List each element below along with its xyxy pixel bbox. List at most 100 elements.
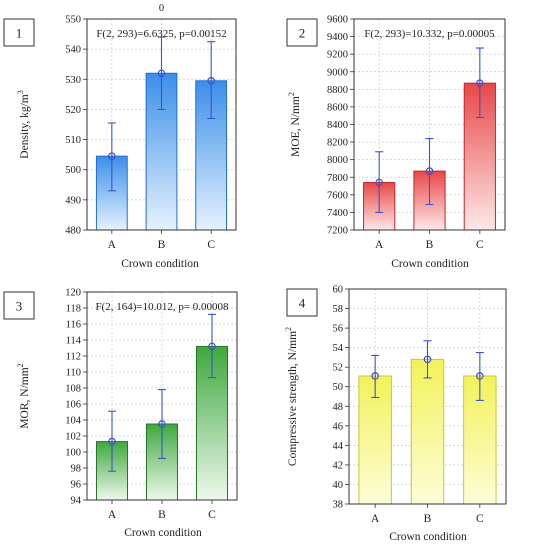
bar-B [410, 358, 445, 505]
y-tick-label: 104 [65, 416, 82, 427]
y-tick-label: 58 [333, 304, 344, 315]
x-tick-label: A [375, 239, 384, 251]
y-tick-label: 500 [65, 165, 81, 176]
y-axis-label-text: MOR, N/mm [19, 367, 31, 428]
panel-number: 4 [299, 296, 306, 311]
y-tick-label: 54 [333, 343, 344, 354]
y-tick-label: 114 [66, 336, 82, 347]
x-tick-label: C [208, 509, 216, 521]
mean-marker-C [208, 342, 216, 351]
y-tick-label: 490 [65, 195, 81, 206]
y-axis-label-text: MOE, N/mm [290, 96, 302, 157]
y-tick-label: 7600 [327, 190, 348, 201]
x-axis-label: Crown condition [124, 527, 202, 539]
y-tick-label: 8400 [327, 120, 348, 131]
panel-number: 2 [299, 26, 306, 41]
mean-marker-C [476, 79, 484, 87]
x-axis-label: Crown condition [121, 258, 199, 270]
x-tick-label: A [108, 239, 117, 251]
mean-marker-B [423, 355, 432, 364]
y-tick-label: 108 [65, 384, 81, 395]
y-tick-label: 94 [71, 496, 82, 507]
y-axis-label: MOE, N/mm2 [287, 92, 302, 157]
mean-marker-B [157, 69, 166, 78]
y-tick-label: 100 [65, 448, 81, 459]
mean-marker-A [108, 437, 116, 446]
y-tick-label: 40 [333, 480, 344, 491]
y-tick-label: 8000 [327, 155, 348, 166]
y-axis-label-text: Compressive strength, N/mm [287, 331, 299, 466]
y-tick-label: 60 [333, 285, 344, 296]
x-axis-label: Crown condition [389, 531, 467, 543]
y-tick-label: 44 [333, 441, 344, 452]
y-tick-label: 120 [65, 288, 81, 299]
y-tick-label: 106 [65, 400, 81, 411]
x-tick-label: C [476, 239, 484, 251]
y-axis-label-sup: 3 [16, 90, 25, 94]
panel-number-box [286, 288, 318, 317]
y-tick-label: 48 [333, 402, 344, 413]
x-tick-label: A [108, 509, 117, 521]
y-tick-label: 520 [65, 105, 81, 116]
chart-panel-3: 94 96 98 100 102 104 106 108 110 112 114 116 118 120 A… [3, 288, 238, 539]
y-tick-label: 9600 [327, 15, 348, 26]
y-tick-label: 9200 [327, 50, 348, 61]
y-tick-label: 7800 [327, 173, 348, 184]
mean-marker-A [108, 152, 116, 160]
y-tick-label: 540 [65, 45, 81, 56]
y-tick-label: 56 [333, 324, 344, 335]
y-axis-label-sup: 2 [287, 92, 296, 96]
chart-panel-1: 480 490 500 510 520 530 540 550 A B C Crown conditi… [3, 3, 237, 270]
y-tick-label: 8800 [327, 85, 348, 96]
y-tick-label: 118 [66, 304, 81, 315]
y-axis-label: MOR, N/mm2 [16, 363, 31, 428]
y-tick-label: 7400 [327, 208, 348, 219]
y-tick-label: 38 [333, 500, 344, 511]
y-tick-label: 550 [65, 15, 81, 26]
y-tick-label: 7200 [327, 226, 348, 237]
chart-panel-2: 7200 7400 7600 7800 8000 8200 8400 8600 8800 9000… [286, 15, 506, 270]
x-tick-label: C [476, 513, 484, 525]
y-tick-label: 96 [71, 480, 82, 491]
x-axis-label: Crown condition [391, 258, 469, 270]
x-tick-label: A [371, 513, 380, 525]
y-tick-label: 510 [65, 135, 81, 146]
y-tick-label: 112 [66, 352, 81, 363]
panel-number-box [3, 18, 35, 47]
panel-number: 3 [16, 299, 23, 314]
y-tick-label: 46 [333, 421, 344, 432]
y-axis-label-sup: 2 [16, 363, 25, 367]
mean-marker-A [375, 178, 383, 187]
x-tick-label: B [424, 513, 432, 525]
y-tick-label: 9000 [327, 67, 348, 78]
y-tick-label: 480 [65, 226, 81, 237]
y-tick-label: 50 [333, 382, 344, 393]
y-tick-label: 9400 [327, 32, 348, 43]
y-axis-label: Density, kg/m3 [16, 90, 31, 158]
chart-panel-4: 38 40 42 44 46 48 50 52 54 56 58 60 A B C Crown conditi… [284, 285, 507, 543]
mean-marker-C [207, 76, 215, 85]
mean-marker-A [371, 372, 379, 380]
mean-marker-C [476, 372, 484, 380]
y-tick-label: 110 [66, 368, 81, 379]
panel-caption: 0 [159, 3, 164, 14]
y-tick-label: 102 [65, 432, 81, 443]
stats-annotation: F(2, 293)=10.332, p=0.00005 [364, 28, 495, 40]
stats-annotation: F(2, 293)=6.6325, p=0.00152 [96, 28, 226, 40]
x-tick-label: B [158, 239, 166, 251]
x-tick-label: C [207, 239, 215, 251]
y-tick-label: 42 [333, 460, 344, 471]
panel-number: 1 [16, 26, 23, 41]
y-axis-label-text: Density, kg/m [19, 94, 31, 158]
y-tick-label: 8200 [327, 138, 348, 149]
mean-marker-B [158, 420, 166, 428]
y-tick-label: 116 [66, 320, 81, 331]
y-tick-label: 8600 [327, 102, 348, 113]
x-tick-label: B [158, 509, 166, 521]
mean-marker-B [425, 167, 434, 175]
y-tick-label: 52 [333, 363, 344, 374]
y-axis-label: Compressive strength, N/mm2 [284, 327, 299, 466]
x-tick-label: B [426, 239, 434, 251]
y-tick-label: 530 [65, 75, 81, 86]
